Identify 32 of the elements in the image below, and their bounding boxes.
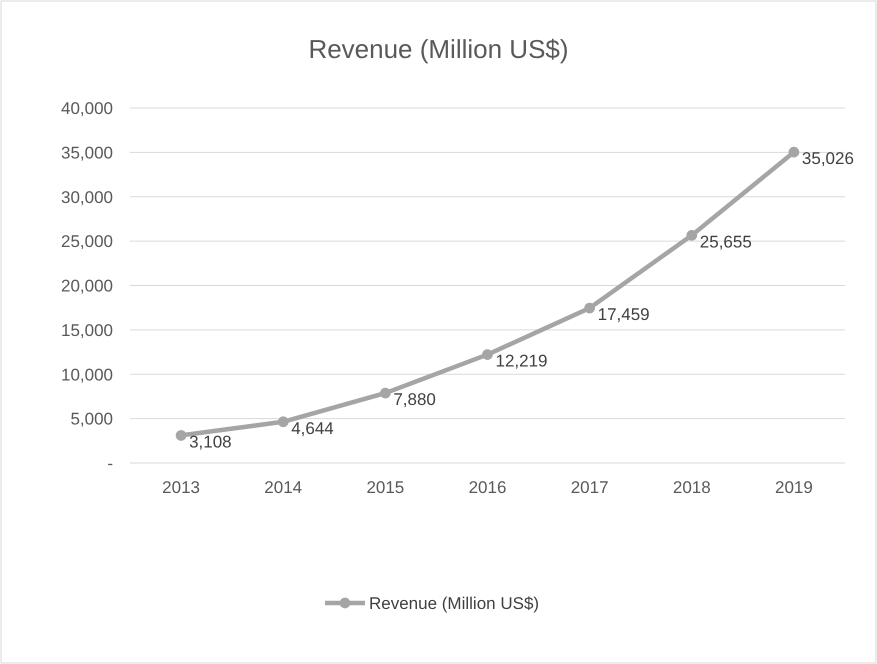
data-label: 4,644	[291, 418, 334, 438]
x-tick-label: 2015	[366, 478, 404, 497]
chart-title: Revenue (Million US$)	[308, 34, 569, 64]
data-label: 35,026	[802, 149, 854, 168]
point	[278, 416, 289, 428]
y-tick-label: -	[107, 454, 113, 473]
data-label: 17,459	[598, 305, 650, 324]
y-tick-label: 20,000	[61, 276, 113, 296]
legend-label: Revenue (Million US$)	[369, 594, 540, 613]
y-tick-label: 5,000	[70, 410, 113, 429]
point	[380, 388, 391, 398]
data-label: 12,219	[496, 352, 548, 371]
point	[686, 230, 698, 241]
y-tick-label: 35,000	[61, 143, 113, 162]
x-tick-label: 2013	[162, 478, 200, 497]
x-tick-label: 2014	[264, 478, 302, 497]
data-label: 7,880	[393, 390, 436, 410]
y-tick-label: 15,000	[61, 320, 113, 340]
y-tick-label: 25,000	[61, 232, 113, 252]
x-tick-label: 2016	[468, 478, 506, 497]
point	[788, 146, 800, 158]
data-label: 25,655	[700, 232, 752, 252]
y-tick-label: 40,000	[61, 99, 113, 118]
x-tick-label: 2019	[775, 478, 813, 497]
point	[584, 302, 595, 314]
y-tick-label: 30,000	[61, 188, 113, 207]
data-label: 3,108	[189, 432, 232, 452]
x-tick-label: 2018	[672, 478, 711, 497]
x-tick-label: 2017	[570, 478, 609, 497]
y-tick-label: 10,000	[61, 365, 113, 384]
point	[482, 349, 493, 360]
point	[176, 430, 186, 441]
